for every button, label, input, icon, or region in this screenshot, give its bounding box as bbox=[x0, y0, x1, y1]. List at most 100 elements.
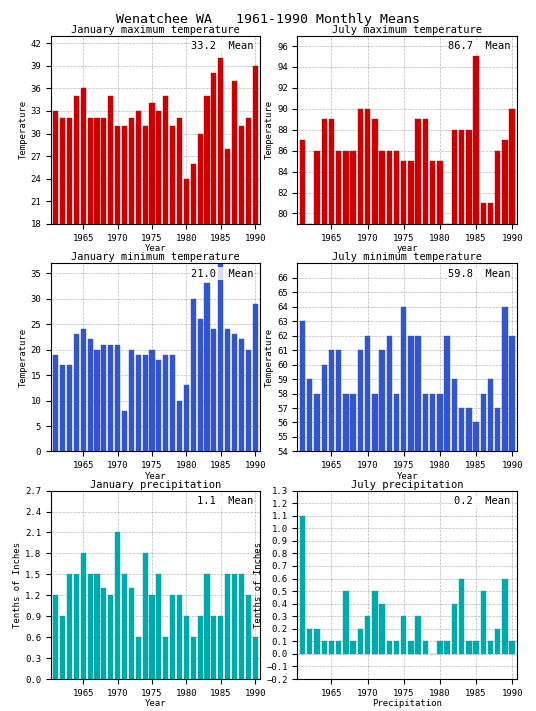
Bar bbox=[379, 604, 385, 654]
Bar bbox=[204, 574, 210, 679]
Bar bbox=[437, 641, 443, 654]
Bar bbox=[115, 126, 120, 224]
Bar bbox=[60, 365, 65, 451]
Bar bbox=[108, 595, 113, 679]
Bar bbox=[60, 119, 65, 224]
Bar bbox=[488, 203, 493, 224]
Bar bbox=[502, 579, 508, 654]
Bar bbox=[300, 321, 305, 451]
Bar bbox=[232, 334, 237, 451]
X-axis label: Precipitation: Precipitation bbox=[373, 699, 442, 708]
Bar bbox=[430, 393, 435, 451]
Bar bbox=[101, 119, 107, 224]
Bar bbox=[452, 129, 457, 224]
Bar bbox=[53, 111, 58, 224]
Bar bbox=[143, 126, 148, 224]
Bar bbox=[157, 360, 161, 451]
Bar bbox=[408, 161, 414, 224]
Bar bbox=[177, 400, 182, 451]
Bar bbox=[163, 96, 168, 224]
Bar bbox=[225, 329, 230, 451]
Bar bbox=[122, 411, 127, 451]
Bar bbox=[495, 629, 501, 654]
Bar bbox=[358, 109, 363, 224]
Bar bbox=[87, 339, 93, 451]
Bar bbox=[225, 149, 230, 224]
Bar bbox=[94, 350, 100, 451]
Bar bbox=[481, 203, 486, 224]
Bar bbox=[473, 56, 479, 224]
Bar bbox=[170, 595, 175, 679]
Bar bbox=[358, 350, 363, 451]
Bar bbox=[408, 641, 414, 654]
Bar bbox=[394, 393, 399, 451]
Bar bbox=[232, 574, 237, 679]
Bar bbox=[143, 553, 148, 679]
Bar bbox=[329, 641, 334, 654]
Bar bbox=[80, 329, 86, 451]
Text: 86.7  Mean: 86.7 Mean bbox=[448, 41, 511, 51]
Bar bbox=[163, 355, 168, 451]
Title: January precipitation: January precipitation bbox=[90, 480, 221, 490]
Bar bbox=[510, 109, 515, 224]
Bar bbox=[136, 637, 141, 679]
Bar bbox=[452, 379, 457, 451]
Bar bbox=[184, 616, 189, 679]
Bar bbox=[351, 151, 356, 224]
Text: 59.8  Mean: 59.8 Mean bbox=[448, 269, 511, 279]
Title: January maximum temperature: January maximum temperature bbox=[71, 25, 240, 35]
Y-axis label: Temperature: Temperature bbox=[265, 328, 274, 387]
X-axis label: Year: Year bbox=[397, 471, 418, 481]
Bar bbox=[415, 336, 421, 451]
Bar bbox=[394, 641, 399, 654]
Bar bbox=[481, 591, 486, 654]
Bar bbox=[191, 164, 196, 224]
Bar bbox=[495, 408, 501, 451]
Bar bbox=[218, 202, 224, 451]
Bar bbox=[379, 350, 385, 451]
Bar bbox=[495, 151, 501, 224]
Bar bbox=[53, 355, 58, 451]
Bar bbox=[143, 355, 148, 451]
Bar bbox=[459, 579, 464, 654]
Bar bbox=[136, 355, 141, 451]
Bar bbox=[386, 641, 392, 654]
Bar bbox=[177, 119, 182, 224]
Bar bbox=[322, 641, 327, 654]
Bar bbox=[401, 161, 406, 224]
Bar bbox=[459, 129, 464, 224]
Bar bbox=[184, 178, 189, 224]
Text: Wenatchee WA   1961-1990 Monthly Means: Wenatchee WA 1961-1990 Monthly Means bbox=[116, 13, 420, 26]
Bar bbox=[372, 393, 377, 451]
Bar bbox=[60, 616, 65, 679]
Y-axis label: Temperature: Temperature bbox=[265, 100, 274, 159]
Bar bbox=[322, 119, 327, 224]
Bar bbox=[218, 616, 224, 679]
Bar bbox=[225, 574, 230, 679]
Bar bbox=[415, 119, 421, 224]
Bar bbox=[430, 161, 435, 224]
Bar bbox=[53, 595, 58, 679]
Bar bbox=[94, 119, 100, 224]
Bar bbox=[488, 641, 493, 654]
Bar bbox=[129, 119, 134, 224]
Bar bbox=[300, 515, 305, 654]
Bar bbox=[87, 574, 93, 679]
Bar bbox=[239, 126, 244, 224]
Bar bbox=[343, 591, 348, 654]
Bar bbox=[204, 96, 210, 224]
Bar bbox=[191, 299, 196, 451]
X-axis label: year: year bbox=[397, 244, 418, 253]
Bar bbox=[177, 595, 182, 679]
Bar bbox=[204, 284, 210, 451]
Bar bbox=[386, 336, 392, 451]
Bar bbox=[394, 151, 399, 224]
Bar bbox=[150, 595, 154, 679]
Bar bbox=[245, 350, 251, 451]
Bar bbox=[322, 365, 327, 451]
Bar bbox=[67, 119, 72, 224]
Bar bbox=[108, 345, 113, 451]
Bar bbox=[94, 574, 100, 679]
Bar bbox=[115, 533, 120, 679]
Bar bbox=[401, 306, 406, 451]
